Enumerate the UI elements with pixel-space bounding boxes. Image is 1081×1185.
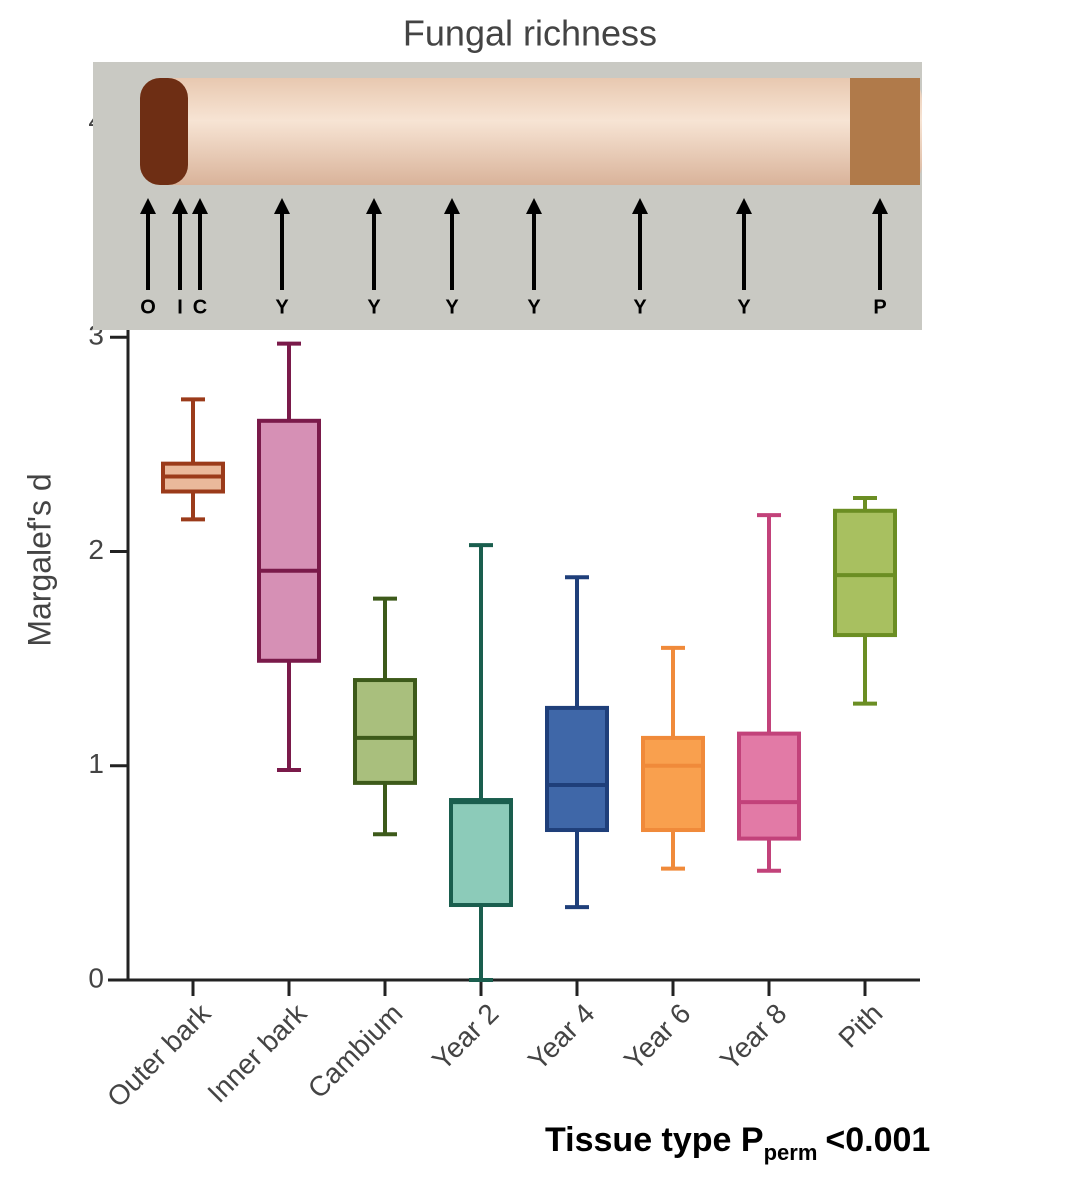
- photo-label: P: [873, 296, 886, 318]
- photo-label: Y: [527, 296, 541, 318]
- photo-label: O: [140, 296, 156, 318]
- box: [739, 734, 799, 839]
- chart-title: Fungal richness: [403, 13, 657, 54]
- photo-label: Y: [737, 296, 751, 318]
- box: [355, 680, 415, 783]
- x-tick-label: Inner bark: [201, 997, 313, 1109]
- box: [547, 708, 607, 830]
- chart: Fungal richness Margalef's d 01234Outer …: [0, 0, 1081, 1180]
- x-tick-label: Year 2: [426, 998, 504, 1076]
- photo-label: Y: [367, 296, 381, 318]
- x-tick-label: Outer bark: [101, 997, 217, 1113]
- x-tick-label: Pith: [832, 998, 888, 1054]
- photo-label: Y: [633, 296, 647, 318]
- y-tick-label: 1: [88, 748, 104, 779]
- y-tick-label: 2: [88, 534, 104, 565]
- box: [643, 738, 703, 830]
- wood-core: [140, 78, 922, 185]
- pith-region: [850, 78, 920, 185]
- x-tick-label: Year 4: [522, 998, 600, 1076]
- x-tick-label: Cambium: [302, 998, 409, 1105]
- outer-bark-region: [140, 78, 188, 185]
- box: [451, 800, 511, 905]
- annotation: Tissue type Pperm<0.001: [545, 1121, 930, 1165]
- y-tick-label: 0: [88, 962, 104, 993]
- photo-label: I: [177, 296, 183, 318]
- photo-label: C: [193, 296, 207, 318]
- box: [259, 421, 319, 661]
- y-axis-label: Margalef's d: [21, 473, 57, 646]
- photo-label: Y: [275, 296, 289, 318]
- x-tick-label: Year 6: [618, 998, 696, 1076]
- box: [835, 511, 895, 635]
- x-tick-label: Year 8: [714, 998, 792, 1076]
- photo-label: Y: [445, 296, 459, 318]
